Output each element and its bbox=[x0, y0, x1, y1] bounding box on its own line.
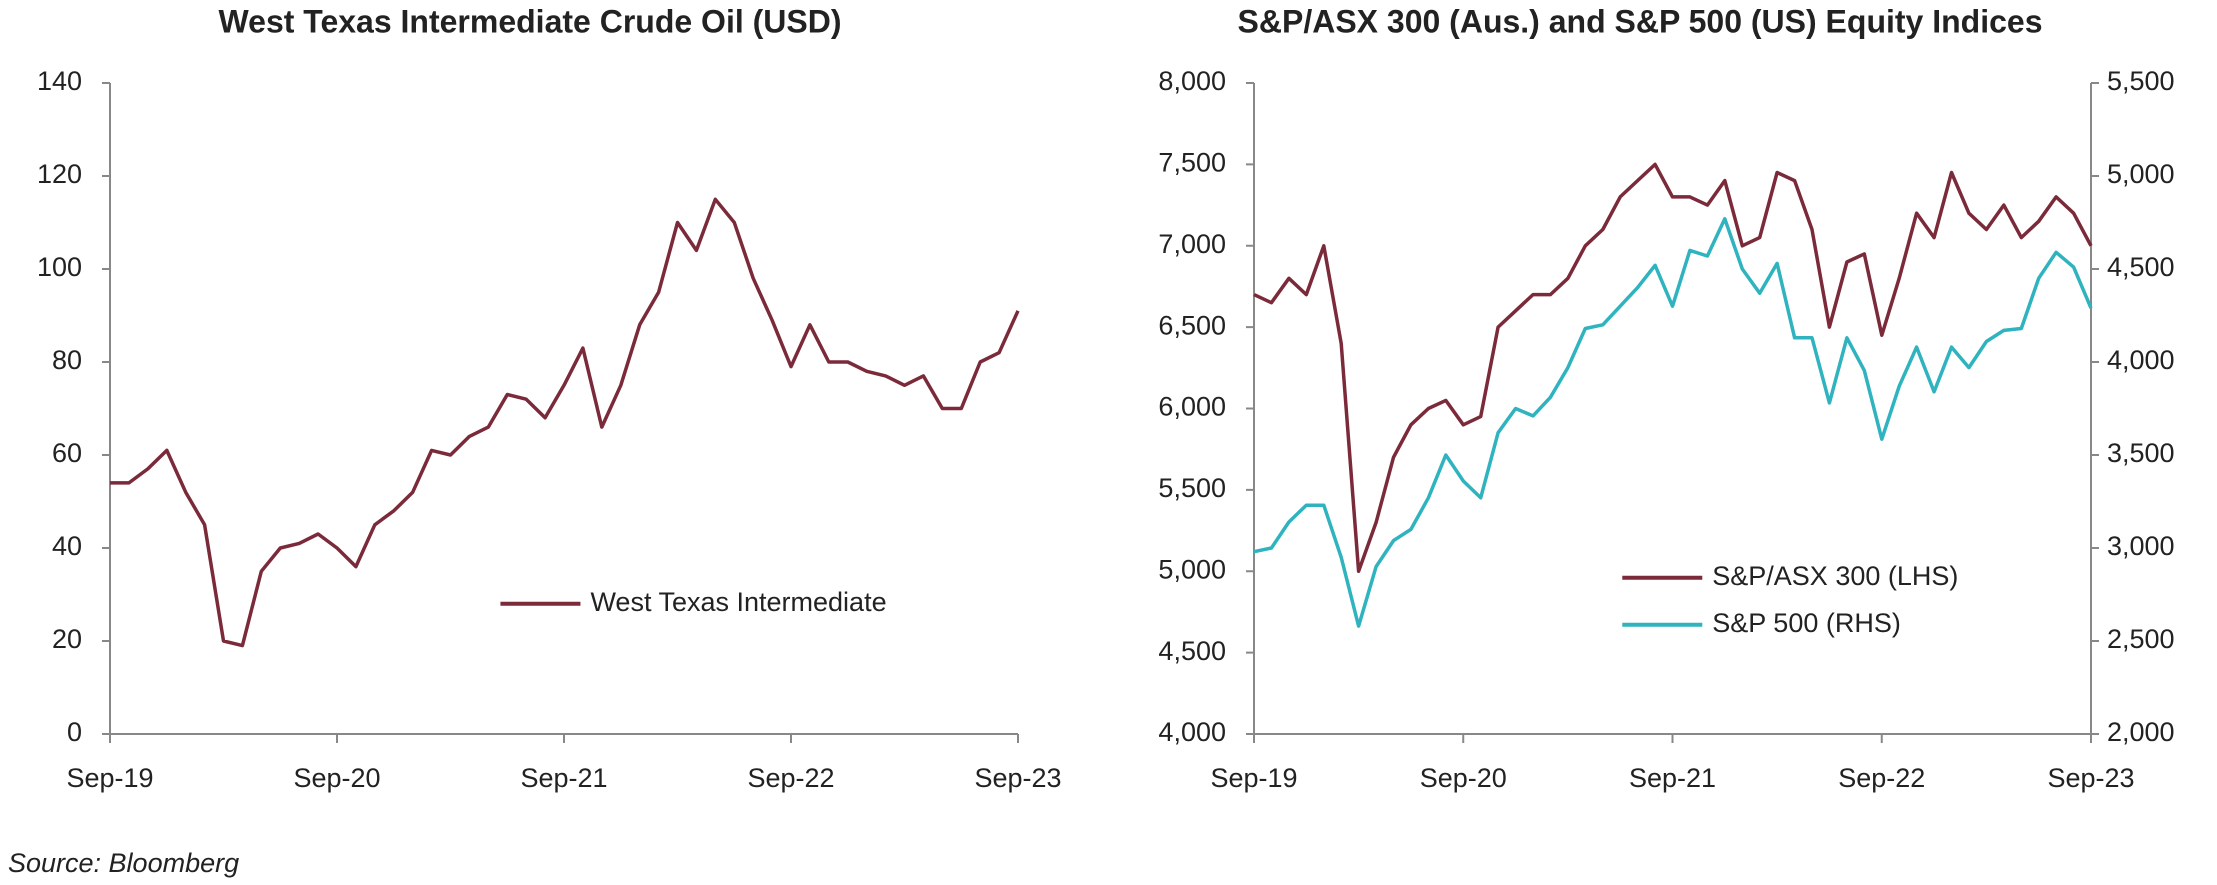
y-tick-label: 4,500 bbox=[1158, 636, 1226, 666]
chart-title: West Texas Intermediate Crude Oil (USD) bbox=[219, 3, 842, 39]
series-line bbox=[110, 197, 1020, 648]
y2-tick-label: 4,500 bbox=[2107, 252, 2175, 282]
x-tick-label: Sep-19 bbox=[1210, 763, 1297, 793]
y-tick-label: 7,000 bbox=[1158, 229, 1226, 259]
y-tick-label: 6,000 bbox=[1158, 392, 1226, 422]
y2-tick-label: 2,500 bbox=[2107, 624, 2175, 654]
x-tick-label: Sep-23 bbox=[2047, 763, 2134, 793]
legend-label: S&P/ASX 300 (LHS) bbox=[1712, 561, 1958, 591]
y-tick-label: 60 bbox=[52, 438, 82, 468]
x-tick-label: Sep-20 bbox=[293, 763, 380, 793]
y-tick-label: 0 bbox=[67, 717, 82, 747]
x-tick-label: Sep-22 bbox=[747, 763, 834, 793]
y-tick-label: 20 bbox=[52, 624, 82, 654]
y-tick-label: 100 bbox=[37, 252, 82, 282]
x-tick-label: Sep-21 bbox=[1629, 763, 1716, 793]
y-tick-label: 140 bbox=[37, 66, 82, 96]
chart-title: S&P/ASX 300 (Aus.) and S&P 500 (US) Equi… bbox=[1238, 3, 2043, 39]
y-tick-label: 5,500 bbox=[1158, 473, 1226, 503]
x-tick-label: Sep-19 bbox=[66, 763, 153, 793]
y2-tick-label: 5,000 bbox=[2107, 159, 2175, 189]
x-tick-label: Sep-22 bbox=[1838, 763, 1925, 793]
y-tick-label: 40 bbox=[52, 531, 82, 561]
legend-label: S&P 500 (RHS) bbox=[1712, 608, 1901, 638]
x-tick-label: Sep-21 bbox=[520, 763, 607, 793]
y-tick-label: 8,000 bbox=[1158, 66, 1226, 96]
series-line bbox=[1253, 162, 2093, 574]
y2-tick-label: 3,000 bbox=[2107, 531, 2175, 561]
x-tick-label: Sep-20 bbox=[1420, 763, 1507, 793]
y-tick-label: 80 bbox=[52, 345, 82, 375]
y2-tick-label: 3,500 bbox=[2107, 438, 2175, 468]
y-tick-label: 6,500 bbox=[1158, 310, 1226, 340]
y2-tick-label: 4,000 bbox=[2107, 345, 2175, 375]
source-note: Source: Bloomberg bbox=[8, 848, 239, 878]
y-tick-label: 7,500 bbox=[1158, 148, 1226, 178]
y2-tick-label: 2,000 bbox=[2107, 717, 2175, 747]
y-tick-label: 120 bbox=[37, 159, 82, 189]
series-line bbox=[1253, 217, 2093, 628]
x-tick-label: Sep-23 bbox=[974, 763, 1061, 793]
legend-label: West Texas Intermediate bbox=[590, 587, 886, 617]
y-tick-label: 4,000 bbox=[1158, 717, 1226, 747]
y2-tick-label: 5,500 bbox=[2107, 66, 2175, 96]
y-tick-label: 5,000 bbox=[1158, 554, 1226, 584]
